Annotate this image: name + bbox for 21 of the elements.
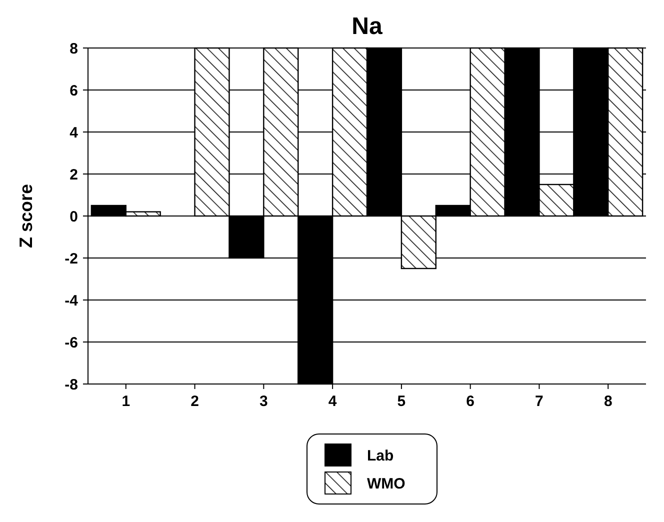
y-tick-label: -8 (64, 376, 78, 394)
y-tick-label: 0 (70, 208, 78, 226)
legend-label: WMO (367, 475, 406, 492)
x-tick-label: 2 (190, 393, 199, 410)
y-tick-label: -6 (64, 334, 78, 352)
x-tick-label: 4 (328, 393, 338, 410)
chart-title: Na (352, 13, 383, 40)
x-tick-label: 1 (122, 393, 130, 410)
y-tick-label: 8 (70, 40, 78, 58)
x-tick-label: 3 (259, 393, 268, 410)
x-tick-label: 6 (466, 393, 475, 410)
x-tick-label: 5 (397, 393, 406, 410)
y-tick-label: 2 (70, 166, 78, 184)
y-axis-title: Z score (16, 184, 36, 248)
legend-label: Lab (367, 447, 394, 464)
x-tick-label: 8 (604, 393, 612, 410)
y-tick-label: 4 (70, 124, 79, 142)
x-tick-label: 7 (535, 393, 544, 410)
y-tick-label: -4 (64, 292, 79, 310)
y-tick-label: -2 (64, 250, 78, 268)
y-tick-label: 6 (70, 82, 78, 100)
